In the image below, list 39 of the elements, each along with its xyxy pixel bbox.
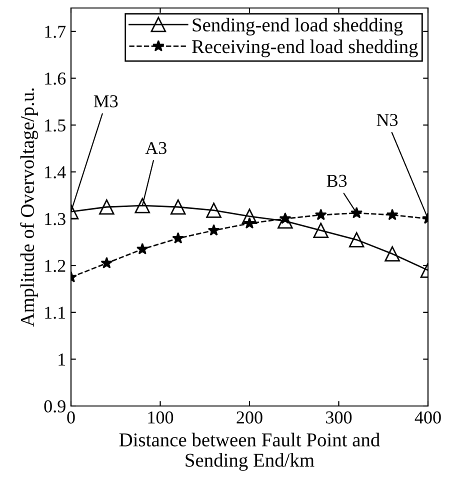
point xyxy=(384,246,400,262)
y-tick-label: 1.7 xyxy=(45,26,66,38)
y-tick-label: 1.3 xyxy=(45,213,66,226)
annotation: N3 xyxy=(376,114,398,126)
x-axis-title: Distance between Fault Point and Sending End/km xyxy=(119,432,380,471)
point xyxy=(314,208,327,220)
point xyxy=(278,213,293,229)
point xyxy=(134,198,150,214)
x-tick-label: 100 xyxy=(148,411,174,424)
x-tick-label: 0 xyxy=(67,411,75,424)
x-tick-label: 200 xyxy=(236,411,262,424)
legend-label: Sending-end load shedding xyxy=(192,18,403,36)
point xyxy=(100,256,113,268)
point xyxy=(350,206,363,218)
point xyxy=(242,208,258,224)
annotation: M3 xyxy=(94,95,118,108)
y-tick-label: 1.1 xyxy=(45,306,66,319)
point xyxy=(136,242,148,254)
point xyxy=(99,199,114,215)
y-tick-label: 0.9 xyxy=(44,400,66,413)
legend-label: Receiving-end load shedding xyxy=(192,40,418,58)
point xyxy=(172,232,184,244)
y-tick-label: 1.5 xyxy=(45,119,66,132)
y-tick-label: 1.2 xyxy=(45,260,66,272)
point xyxy=(313,222,329,238)
point xyxy=(348,232,364,248)
y-tick-label: 1 xyxy=(58,354,66,366)
point xyxy=(208,224,220,236)
x-tick-label: 400 xyxy=(414,411,441,424)
point xyxy=(170,199,186,215)
annotation: A3 xyxy=(145,142,166,154)
point xyxy=(206,202,222,218)
annotation: B3 xyxy=(326,174,347,187)
y-tick-label: 1.6 xyxy=(45,72,66,85)
y-axis-title: Amplitude of Overvoltage/p.u. xyxy=(20,88,38,327)
point xyxy=(386,208,398,220)
x-tick-label: 300 xyxy=(326,411,352,424)
y-tick-label: 1.4 xyxy=(45,166,66,178)
point xyxy=(244,217,256,229)
